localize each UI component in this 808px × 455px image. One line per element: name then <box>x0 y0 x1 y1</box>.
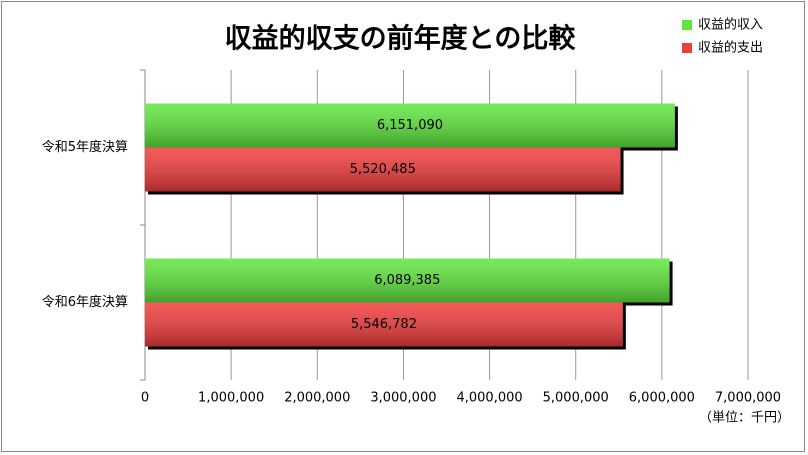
x-tick-label: 1,000,000 <box>198 391 264 406</box>
x-tick-label: 4,000,000 <box>456 391 522 406</box>
legend-swatch <box>682 43 692 53</box>
x-tick-label: 6,000,000 <box>629 391 695 406</box>
value-label: 5,520,485 <box>350 162 416 177</box>
unit-note: （単位：千円） <box>699 410 790 426</box>
y-tick-label: 令和5年度決算 <box>42 139 128 155</box>
value-label: 6,089,385 <box>374 273 440 288</box>
bar-shade <box>145 147 621 192</box>
x-tick-label: 2,000,000 <box>284 391 350 406</box>
value-label: 6,151,090 <box>377 118 443 133</box>
x-tick-label: 3,000,000 <box>370 391 436 406</box>
legend-swatch <box>682 20 692 30</box>
bar-shade <box>145 302 623 347</box>
x-tick-label: 7,000,000 <box>715 391 781 406</box>
chart-title: 収益的収支の前年度との比較 <box>225 23 577 55</box>
x-tick-label: 5,000,000 <box>543 391 609 406</box>
legend-label: 収益的支出 <box>698 40 763 56</box>
bar-shade <box>145 258 670 303</box>
legend-label: 収益的収入 <box>698 17 763 33</box>
bar-shade <box>145 103 675 148</box>
value-label: 5,546,782 <box>351 317 417 332</box>
x-tick-label: 0 <box>141 391 149 406</box>
y-tick-label: 令和6年度決算 <box>42 294 128 310</box>
